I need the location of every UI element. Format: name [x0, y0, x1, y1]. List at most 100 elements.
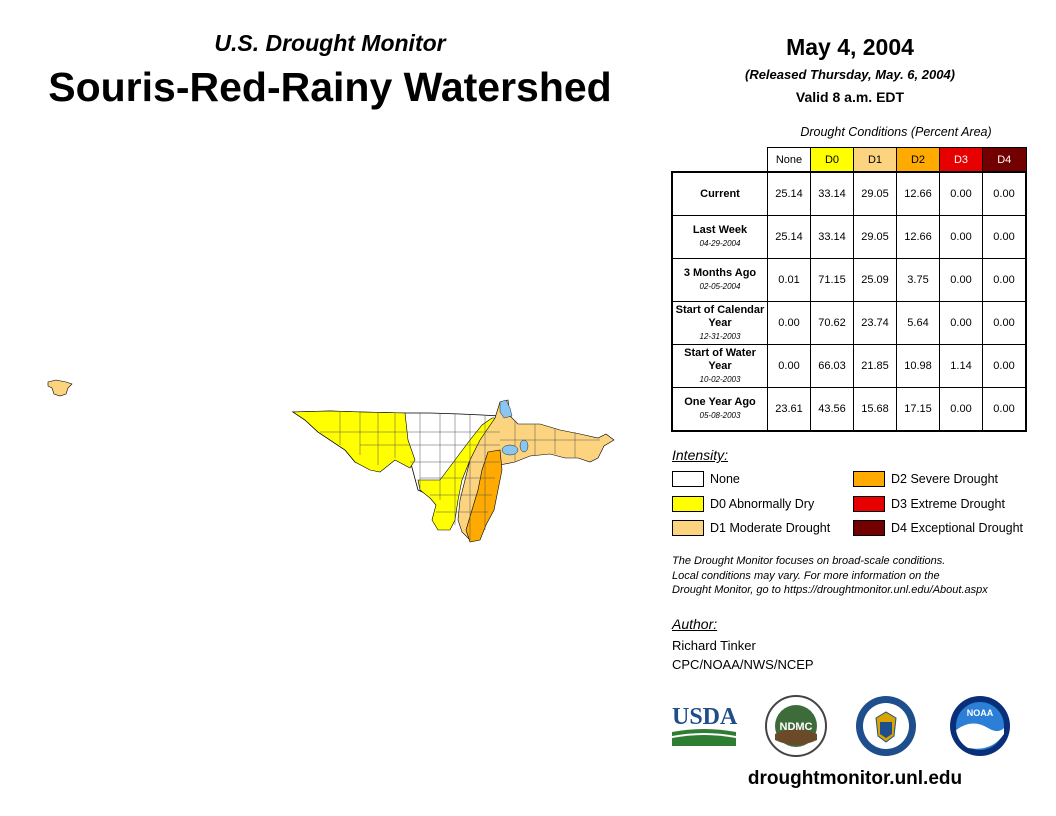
- cell-none: 25.14: [767, 171, 811, 216]
- noaa-logo-text: NOAA: [967, 708, 994, 718]
- cell-d2: 12.66: [896, 171, 940, 216]
- legend-swatch: [672, 471, 704, 487]
- table-row: 3 Months Ago 02-05-2004 0.01 71.15 25.09 …: [671, 258, 1027, 302]
- cell-d1: 29.05: [853, 171, 897, 216]
- cell-d0: 33.14: [810, 215, 854, 259]
- row-label: 3 Months Ago 02-05-2004: [671, 258, 768, 302]
- cell-d2: 3.75: [896, 258, 940, 302]
- legend-label: D1 Moderate Drought: [710, 521, 831, 535]
- row-label: Last Week 04-29-2004: [671, 215, 768, 259]
- table-row: Start of Calendar Year 12-31-2003 0.00 70…: [671, 301, 1027, 345]
- legend-label: None: [710, 472, 740, 486]
- table-row: Start of Water Year 10-02-2003 0.00 66.03…: [671, 344, 1027, 388]
- release-date: (Released Thursday, May. 6, 2004): [744, 67, 956, 82]
- legend-swatch: [672, 496, 704, 512]
- table-row: One Year Ago 05-08-2003 23.61 43.56 15.68…: [671, 387, 1027, 432]
- disclaimer-line: Local conditions may vary. For more info…: [672, 569, 940, 582]
- map-date: May 4, 2004: [786, 34, 914, 60]
- col-header-none: None: [767, 147, 811, 173]
- table-row: Current 25.14 33.14 29.05 12.66 0.00 0.0…: [671, 171, 1027, 216]
- author-name: Richard Tinker: [672, 638, 756, 653]
- legend-swatch: [853, 471, 885, 487]
- cell-d4: 0.00: [982, 258, 1027, 302]
- cell-d3: 0.00: [939, 387, 983, 432]
- watershed-map: [47, 379, 615, 543]
- website-url: droughtmonitor.unl.edu: [747, 768, 963, 789]
- map-region-d0-west: [292, 410, 416, 473]
- cell-d0: 66.03: [810, 344, 854, 388]
- cell-none: 25.14: [767, 215, 811, 259]
- commerce-seal-logo: [856, 696, 916, 756]
- disclaimer-line: The Drought Monitor focuses on broad-sca…: [672, 555, 946, 567]
- cell-d4: 0.00: [982, 215, 1027, 259]
- legend-swatch: [853, 520, 885, 536]
- ndmc-logo: NDMC: [765, 695, 827, 757]
- legend-title: Intensity:: [672, 447, 729, 463]
- cell-d0: 71.15: [810, 258, 854, 302]
- cell-d1: 25.09: [853, 258, 897, 302]
- cell-d1: 15.68: [853, 387, 897, 432]
- cell-d0: 43.56: [810, 387, 854, 432]
- lake: [519, 439, 529, 453]
- legend-label: D2 Severe Drought: [891, 472, 999, 486]
- legend-item-d1: D1 Moderate Drought: [672, 520, 830, 536]
- cell-d3: 0.00: [939, 171, 983, 216]
- noaa-logo: NOAA: [950, 696, 1010, 756]
- cell-d3: 0.00: [939, 301, 983, 345]
- cell-d3: 1.14: [939, 344, 983, 388]
- usda-logo-text: USDA: [672, 704, 738, 730]
- col-header-d1: D1: [853, 147, 897, 173]
- row-label: One Year Ago 05-08-2003: [671, 387, 768, 432]
- author-title: Author:: [672, 616, 718, 632]
- map-region-fragment: [47, 379, 73, 397]
- legend-swatch: [672, 520, 704, 536]
- disclaimer-line: Drought Monitor, go to https://droughtmo…: [672, 584, 988, 596]
- disclaimer: The Drought Monitor focuses on broad-sca…: [672, 554, 1052, 598]
- row-label: Start of Calendar Year 12-31-2003: [671, 301, 768, 345]
- cell-none: 0.00: [767, 301, 811, 345]
- cell-none: 23.61: [767, 387, 811, 432]
- cell-d2: 10.98: [896, 344, 940, 388]
- legend-item-d4: D4 Exceptional Drought: [853, 520, 1023, 536]
- map-title: Souris-Red-Rainy Watershed: [48, 64, 612, 110]
- cell-d1: 23.74: [853, 301, 897, 345]
- cell-d2: 17.15: [896, 387, 940, 432]
- cell-d3: 0.00: [939, 258, 983, 302]
- cell-d1: 29.05: [853, 215, 897, 259]
- cell-d4: 0.00: [982, 387, 1027, 432]
- cell-d2: 12.66: [896, 215, 940, 259]
- cell-d0: 70.62: [810, 301, 854, 345]
- cell-d4: 0.00: [982, 344, 1027, 388]
- table-caption: Drought Conditions (Percent Area): [800, 125, 992, 139]
- cell-d1: 21.85: [853, 344, 897, 388]
- legend-label: D3 Extreme Drought: [891, 497, 1005, 511]
- map-region-d2-central: [465, 449, 503, 543]
- col-header-d3: D3: [939, 147, 983, 173]
- county-boundaries: [320, 412, 600, 540]
- col-header-d2: D2: [896, 147, 940, 173]
- cell-none: 0.00: [767, 344, 811, 388]
- valid-time: Valid 8 a.m. EDT: [795, 89, 905, 105]
- cell-d4: 0.00: [982, 301, 1027, 345]
- legend-label: D0 Abnormally Dry: [710, 497, 815, 511]
- legend-item-d2: D2 Severe Drought: [853, 471, 998, 487]
- lake: [499, 399, 513, 419]
- cell-none: 0.01: [767, 258, 811, 302]
- drought-conditions-table: None D0 D1 D2 D3 D4 Current 25.14 33.14 …: [671, 147, 1027, 432]
- usda-logo: USDA: [672, 704, 738, 746]
- col-header-d0: D0: [810, 147, 854, 173]
- cell-d2: 5.64: [896, 301, 940, 345]
- row-label: Current: [671, 171, 768, 216]
- cell-d4: 0.00: [982, 171, 1027, 216]
- legend-label: D4 Exceptional Drought: [891, 521, 1024, 535]
- legend-swatch: [853, 496, 885, 512]
- table-header-row: None D0 D1 D2 D3 D4: [672, 147, 1027, 173]
- table-row: Last Week 04-29-2004 25.14 33.14 29.05 12…: [671, 215, 1027, 259]
- legend-item-d3: D3 Extreme Drought: [853, 496, 1005, 512]
- legend-item-d0: D0 Abnormally Dry: [672, 496, 814, 512]
- cell-d0: 33.14: [810, 171, 854, 216]
- author-org: CPC/NOAA/NWS/NCEP: [672, 657, 814, 672]
- table-corner: [672, 147, 768, 173]
- cell-d3: 0.00: [939, 215, 983, 259]
- map-subtitle: U.S. Drought Monitor: [214, 30, 446, 56]
